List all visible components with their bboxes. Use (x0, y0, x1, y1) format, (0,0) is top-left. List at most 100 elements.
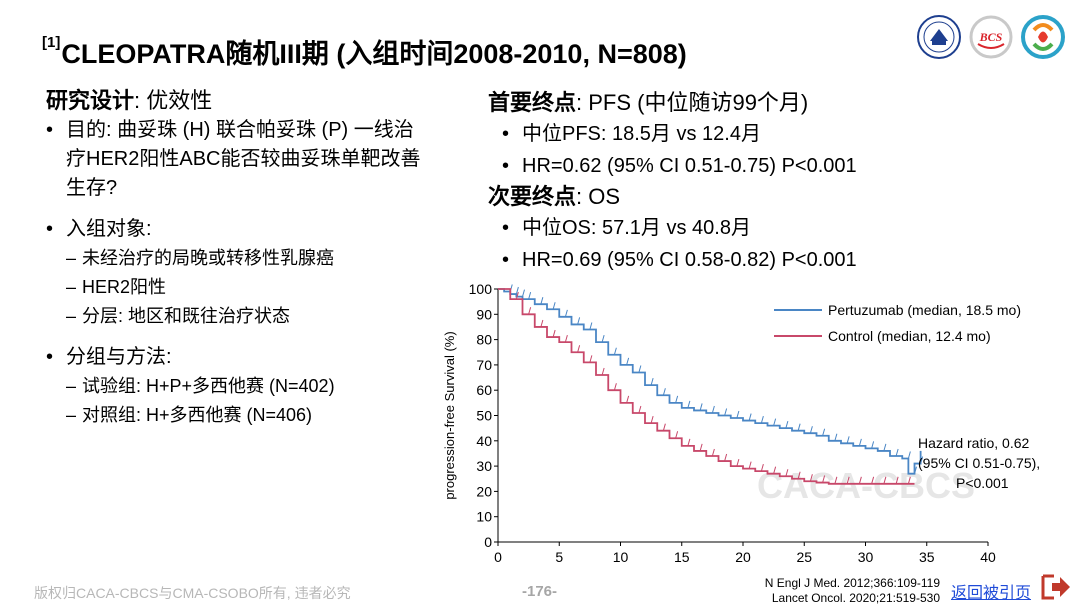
x-tick-label: 0 (494, 549, 502, 565)
primary-endpoint-item: 中位PFS: 18.5月 vs 12.4月 (488, 118, 928, 150)
censor-tick (760, 415, 764, 424)
censor-tick (785, 469, 789, 477)
censor-tick (834, 476, 838, 484)
censor-tick (552, 302, 556, 310)
censor-tick (528, 291, 532, 300)
censor-tick (699, 443, 703, 452)
censor-tick (515, 291, 519, 300)
censor-tick (589, 322, 593, 330)
censor-tick (515, 286, 519, 295)
censor-tick (871, 441, 875, 449)
censor-tick (907, 476, 911, 484)
primary-endpoint-item: HR=0.62 (95% CI 0.51-0.75) P<0.001 (488, 150, 928, 182)
censor-tick (564, 334, 568, 343)
y-tick-label: 40 (476, 433, 492, 449)
censor-tick (846, 436, 850, 444)
censor-tick (589, 355, 593, 363)
censor-tick (858, 438, 862, 446)
series-line-pertuzumab (498, 288, 922, 475)
censor-tick (846, 476, 850, 484)
censor-tick (748, 413, 752, 421)
censor-tick (650, 378, 654, 386)
censor-tick (626, 395, 630, 403)
censor-tick (834, 433, 838, 441)
endpoints-panel: 首要终点: PFS (中位随访99个月) 中位PFS: 18.5月 vs 12.… (488, 88, 928, 276)
censor-tick (858, 476, 862, 484)
university-seal-icon (916, 14, 962, 60)
y-tick-label: 20 (476, 483, 492, 499)
x-tick-label: 5 (555, 549, 563, 565)
censor-tick (522, 289, 525, 297)
enrollment-item: 未经治疗的局晚或转移性乳腺癌 (46, 244, 476, 273)
copyright-notice: 版权归CACA-CBCS与CMA-CSOBO所有, 违者必究 (34, 585, 351, 601)
group-item: 对照组: H+多西他赛 (N=406) (46, 401, 476, 430)
return-arrow-button[interactable] (1040, 573, 1072, 601)
censor-tick (577, 345, 581, 353)
y-tick-label: 90 (476, 306, 492, 322)
y-tick-label: 0 (484, 534, 492, 550)
x-tick-label: 40 (980, 549, 996, 565)
return-arrow-icon (1041, 574, 1070, 600)
purpose-bullet: 目的: 曲妥珠 (H) 联合帕妥珠 (P) 一线治 疗HER2阳性ABC能否较曲… (46, 116, 476, 203)
enrollment-item: HER2阳性 (46, 273, 476, 302)
censor-tick (748, 461, 752, 469)
censor-tick (528, 307, 532, 315)
censor-tick (736, 410, 740, 419)
censor-tick (626, 357, 630, 366)
secondary-endpoint-item: HR=0.69 (95% CI 0.58-0.82) P<0.001 (488, 244, 928, 276)
design-heading: 研究设计: 优效性 (46, 88, 213, 113)
title-text: CLEOPATRA随机III期 (入组时间2008-2010, N=808) (61, 39, 687, 69)
y-tick-label: 100 (469, 281, 493, 297)
references: N Engl J Med. 2012;366:109-119 Lancet On… (744, 576, 940, 606)
chart-watermark: CACA-CBCS (757, 465, 975, 506)
censor-tick (711, 448, 715, 457)
censor-tick (724, 453, 728, 462)
censor-tick (711, 405, 715, 414)
y-tick-label: 30 (476, 458, 492, 474)
censor-tick (822, 428, 826, 436)
censor-tick (638, 405, 642, 414)
censor-tick (662, 423, 666, 431)
enrollment-heading: 入组对象: (46, 215, 476, 244)
back-to-citing-page-link[interactable]: 返回被引页 (951, 585, 1032, 602)
study-design-panel: 研究设计: 优效性 目的: 曲妥珠 (H) 联合帕妥珠 (P) 一线治 疗HER… (46, 86, 476, 430)
censor-tick (687, 438, 691, 446)
x-tick-label: 35 (919, 549, 935, 565)
censor-tick (601, 334, 605, 343)
censor-tick (920, 456, 924, 464)
censor-tick (662, 388, 666, 396)
reference-line: N Engl J Med. 2012;366:109-119 (764, 576, 940, 590)
purpose-line: 生存? (66, 177, 118, 199)
purpose-line: 目的: 曲妥珠 (H) 联合帕妥珠 (P) 一线治 (66, 119, 414, 141)
censor-tick (760, 464, 764, 472)
censor-tick (871, 476, 875, 484)
legend-label: Pertuzumab (median, 18.5 mo) (828, 302, 1021, 318)
censor-tick (773, 466, 777, 474)
y-tick-label: 70 (476, 357, 492, 373)
svg-text:BCS: BCS (979, 30, 1003, 44)
censor-tick (675, 431, 679, 439)
censor-tick (797, 423, 801, 431)
grouping-heading: 分组与方法: (46, 343, 476, 372)
y-tick-label: 50 (476, 408, 492, 424)
censor-tick (699, 403, 703, 411)
x-tick-label: 15 (674, 549, 690, 565)
hazard-ratio-annotation: Hazard ratio, 0.62 (918, 435, 1029, 451)
group-item: 试验组: H+P+多西他赛 (N=402) (46, 372, 476, 401)
censor-tick (773, 418, 777, 426)
title-ref: [1] (42, 34, 61, 51)
secondary-endpoint-heading: 次要终点: OS (488, 184, 621, 209)
censor-tick (736, 458, 740, 467)
x-tick-label: 10 (613, 549, 629, 565)
caca-logo-icon (1020, 14, 1066, 60)
censor-tick (797, 471, 801, 479)
censor-tick (687, 400, 691, 409)
censor-tick (613, 347, 617, 355)
y-axis-label: progression-free Survival (%) (442, 331, 457, 499)
reference-line: Lancet Oncol. 2020;21:519-530 (771, 591, 940, 605)
censor-tick (564, 309, 568, 317)
x-tick-label: 30 (858, 549, 874, 565)
censor-tick (809, 474, 813, 482)
censor-tick (638, 365, 642, 373)
slide-title: [1]CLEOPATRA随机III期 (入组时间2008-2010, N=808… (42, 32, 687, 71)
